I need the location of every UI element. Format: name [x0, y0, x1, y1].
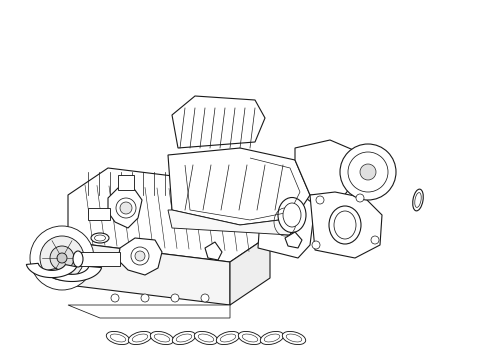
Circle shape: [311, 241, 319, 249]
Ellipse shape: [128, 332, 151, 345]
Polygon shape: [204, 242, 222, 260]
Ellipse shape: [242, 334, 257, 342]
Ellipse shape: [285, 334, 301, 342]
Ellipse shape: [328, 206, 360, 244]
Circle shape: [370, 236, 378, 244]
Ellipse shape: [283, 203, 301, 227]
Ellipse shape: [194, 332, 217, 345]
Polygon shape: [168, 210, 294, 235]
Ellipse shape: [73, 251, 83, 267]
Polygon shape: [258, 188, 314, 258]
Circle shape: [120, 202, 132, 214]
Circle shape: [359, 164, 375, 180]
Ellipse shape: [154, 334, 169, 342]
Polygon shape: [294, 140, 357, 198]
Circle shape: [339, 144, 395, 200]
Ellipse shape: [412, 189, 423, 211]
Circle shape: [141, 294, 149, 302]
Circle shape: [201, 294, 208, 302]
Ellipse shape: [220, 334, 235, 342]
Ellipse shape: [94, 235, 105, 241]
Circle shape: [50, 246, 74, 270]
Polygon shape: [44, 266, 102, 282]
Ellipse shape: [333, 211, 355, 239]
Ellipse shape: [132, 334, 147, 342]
Bar: [118, 175, 134, 190]
Ellipse shape: [106, 332, 129, 345]
Circle shape: [116, 198, 136, 218]
Polygon shape: [229, 235, 269, 305]
Ellipse shape: [176, 334, 191, 342]
Ellipse shape: [238, 332, 261, 345]
Bar: [88, 208, 110, 220]
Ellipse shape: [150, 332, 173, 345]
Bar: [80, 252, 120, 266]
Polygon shape: [108, 188, 142, 228]
Ellipse shape: [260, 332, 283, 345]
Circle shape: [171, 294, 179, 302]
Circle shape: [30, 226, 94, 290]
Ellipse shape: [216, 332, 239, 345]
Ellipse shape: [282, 332, 305, 345]
Polygon shape: [172, 96, 264, 148]
Ellipse shape: [414, 193, 420, 207]
Ellipse shape: [278, 198, 305, 233]
Circle shape: [131, 247, 149, 265]
Ellipse shape: [198, 334, 213, 342]
Circle shape: [347, 152, 387, 192]
Polygon shape: [68, 242, 229, 305]
Polygon shape: [118, 238, 162, 275]
Circle shape: [111, 294, 119, 302]
Circle shape: [135, 251, 145, 261]
Polygon shape: [168, 148, 309, 225]
Circle shape: [57, 253, 67, 263]
Ellipse shape: [110, 334, 125, 342]
Ellipse shape: [264, 334, 279, 342]
Circle shape: [315, 196, 324, 204]
Polygon shape: [309, 192, 381, 258]
Circle shape: [355, 194, 363, 202]
Polygon shape: [68, 305, 229, 318]
Polygon shape: [285, 232, 302, 248]
Ellipse shape: [172, 332, 195, 345]
Polygon shape: [68, 168, 269, 262]
Circle shape: [40, 236, 84, 280]
Ellipse shape: [91, 233, 109, 243]
Polygon shape: [26, 263, 77, 278]
